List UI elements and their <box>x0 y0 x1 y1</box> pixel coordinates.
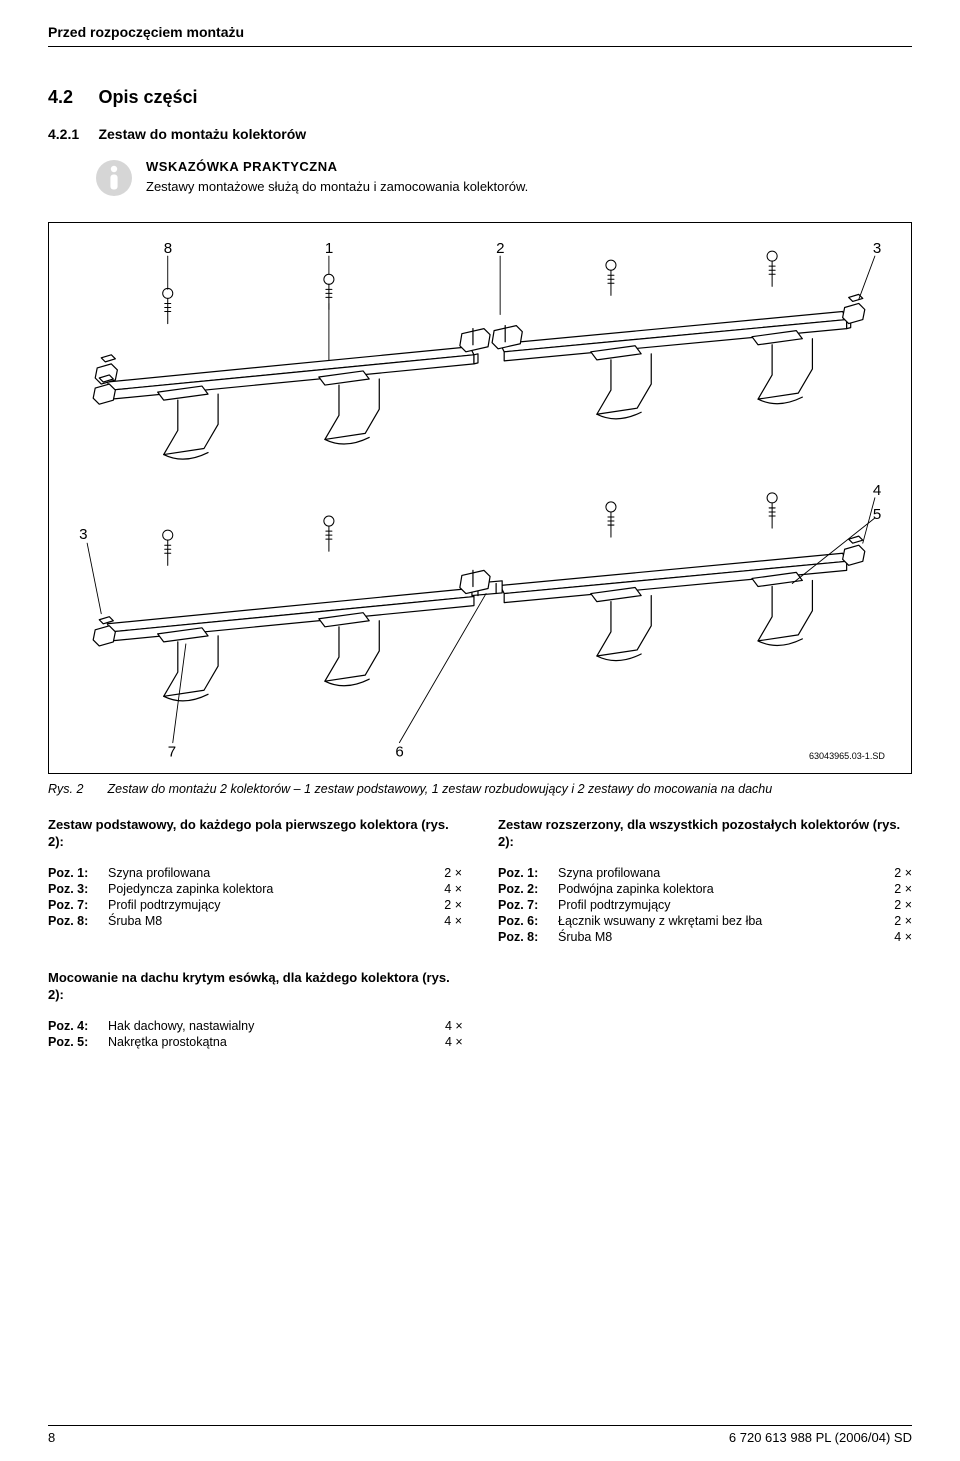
callout-1: 1 <box>325 241 333 257</box>
poz-qty: 2 × <box>878 913 912 929</box>
poz-qty: 2 × <box>878 897 912 913</box>
callout-4: 4 <box>873 482 881 499</box>
poz-key: Poz. 2: <box>498 881 558 897</box>
table-row: Poz. 6:Łącznik wsuwany z wkrętami bez łb… <box>498 913 912 929</box>
poz-desc: Profil podtrzymujący <box>558 897 878 913</box>
info-icon <box>94 158 134 198</box>
note-text: WSKAZÓWKA PRAKTYCZNA Zestawy montażowe s… <box>146 158 528 195</box>
figure-caption: Rys. 2 Zestaw do montażu 2 kolektorów – … <box>48 782 912 796</box>
callout-7: 7 <box>168 744 176 761</box>
poz-key: Poz. 7: <box>498 897 558 913</box>
poz-desc: Hak dachowy, nastawialny <box>108 1018 429 1034</box>
callout-2: 2 <box>496 241 504 257</box>
callout-6: 6 <box>395 744 403 761</box>
footer-doc-id: 6 720 613 988 PL (2006/04) SD <box>729 1430 912 1445</box>
assembly-diagram: 8 1 2 3 3 4 5 6 7 63043965.03-1.SD <box>67 241 893 765</box>
poz-key: Poz. 8: <box>48 913 108 929</box>
table-row: Poz. 7:Profil podtrzymujący2 × <box>498 897 912 913</box>
poz-key: Poz. 5: <box>48 1034 108 1050</box>
section-heading: 4.2 Opis części <box>48 87 912 108</box>
section-title: Opis części <box>98 87 197 107</box>
right-parts-list: Zestaw rozszerzony, dla wszystkich pozos… <box>498 816 912 945</box>
table-row: Poz. 7:Profil podtrzymujący2 × <box>48 897 462 913</box>
poz-qty: 2 × <box>428 897 462 913</box>
bottom-list-table: Poz. 4:Hak dachowy, nastawialny4 × Poz. … <box>48 1018 463 1050</box>
left-list-table: Poz. 1:Szyna profilowana2 × Poz. 3:Pojed… <box>48 865 462 929</box>
right-list-table: Poz. 1:Szyna profilowana2 × Poz. 2:Podwó… <box>498 865 912 945</box>
poz-desc: Profil podtrzymujący <box>108 897 428 913</box>
table-row: Poz. 2:Podwójna zapinka kolektora2 × <box>498 881 912 897</box>
figure-caption-label: Rys. 2 <box>48 782 104 796</box>
poz-key: Poz. 8: <box>498 929 558 945</box>
poz-key: Poz. 3: <box>48 881 108 897</box>
figure-code: 63043965.03-1.SD <box>809 751 885 761</box>
subsection-heading: 4.2.1 Zestaw do montażu kolektorów <box>48 126 912 144</box>
poz-qty: 4 × <box>429 1018 463 1034</box>
section-number: 4.2 <box>48 87 94 108</box>
subsection-title: Zestaw do montażu kolektorów <box>98 126 306 142</box>
table-row: Poz. 1:Szyna profilowana2 × <box>498 865 912 881</box>
table-row: Poz. 8:Śruba M84 × <box>498 929 912 945</box>
table-row: Poz. 8:Śruba M84 × <box>48 913 462 929</box>
right-list-title: Zestaw rozszerzony, dla wszystkich pozos… <box>498 816 912 851</box>
poz-qty: 2 × <box>878 881 912 897</box>
poz-desc: Podwójna zapinka kolektora <box>558 881 878 897</box>
poz-desc: Śruba M8 <box>108 913 428 929</box>
poz-key: Poz. 4: <box>48 1018 108 1034</box>
figure-caption-text: Zestaw do montażu 2 kolektorów – 1 zesta… <box>107 782 772 796</box>
footer-page-number: 8 <box>48 1430 55 1445</box>
figure-box: 8 1 2 3 3 4 5 6 7 63043965.03-1.SD <box>48 222 912 774</box>
poz-key: Poz. 7: <box>48 897 108 913</box>
table-row: Poz. 1:Szyna profilowana2 × <box>48 865 462 881</box>
poz-qty: 2 × <box>878 865 912 881</box>
poz-desc: Łącznik wsuwany z wkrętami bez łba <box>558 913 878 929</box>
poz-desc: Nakrętka prostokątna <box>108 1034 429 1050</box>
table-row: Poz. 5:Nakrętka prostokątna4 × <box>48 1034 463 1050</box>
poz-desc: Szyna profilowana <box>108 865 428 881</box>
poz-desc: Pojedyncza zapinka kolektora <box>108 881 428 897</box>
left-list-title: Zestaw podstawowy, do każdego pola pierw… <box>48 816 462 851</box>
poz-qty: 4 × <box>878 929 912 945</box>
callout-8: 8 <box>164 241 172 257</box>
note-heading: WSKAZÓWKA PRAKTYCZNA <box>146 158 528 176</box>
table-row: Poz. 3:Pojedyncza zapinka kolektora4 × <box>48 881 462 897</box>
poz-key: Poz. 6: <box>498 913 558 929</box>
poz-desc: Szyna profilowana <box>558 865 878 881</box>
bottom-list-title: Mocowanie na dachu krytym esówką, dla ka… <box>48 969 463 1004</box>
poz-qty: 2 × <box>428 865 462 881</box>
bottom-parts-list: Mocowanie na dachu krytym esówką, dla ka… <box>48 969 463 1050</box>
page-header: Przed rozpoczęciem montażu <box>48 24 912 47</box>
callout-3-left: 3 <box>79 526 87 543</box>
parts-lists-row: Zestaw podstawowy, do każdego pola pierw… <box>48 816 912 945</box>
poz-key: Poz. 1: <box>48 865 108 881</box>
subsection-number: 4.2.1 <box>48 126 94 142</box>
practical-note: WSKAZÓWKA PRAKTYCZNA Zestawy montażowe s… <box>94 158 912 198</box>
callout-3-top: 3 <box>873 241 881 257</box>
callout-5: 5 <box>873 506 881 523</box>
poz-desc: Śruba M8 <box>558 929 878 945</box>
page-footer: 8 6 720 613 988 PL (2006/04) SD <box>48 1425 912 1445</box>
header-title: Przed rozpoczęciem montażu <box>48 24 244 40</box>
poz-qty: 4 × <box>428 881 462 897</box>
note-body: Zestawy montażowe służą do montażu i zam… <box>146 178 528 196</box>
left-parts-list: Zestaw podstawowy, do każdego pola pierw… <box>48 816 462 945</box>
poz-qty: 4 × <box>428 913 462 929</box>
table-row: Poz. 4:Hak dachowy, nastawialny4 × <box>48 1018 463 1034</box>
poz-qty: 4 × <box>429 1034 463 1050</box>
poz-key: Poz. 1: <box>498 865 558 881</box>
